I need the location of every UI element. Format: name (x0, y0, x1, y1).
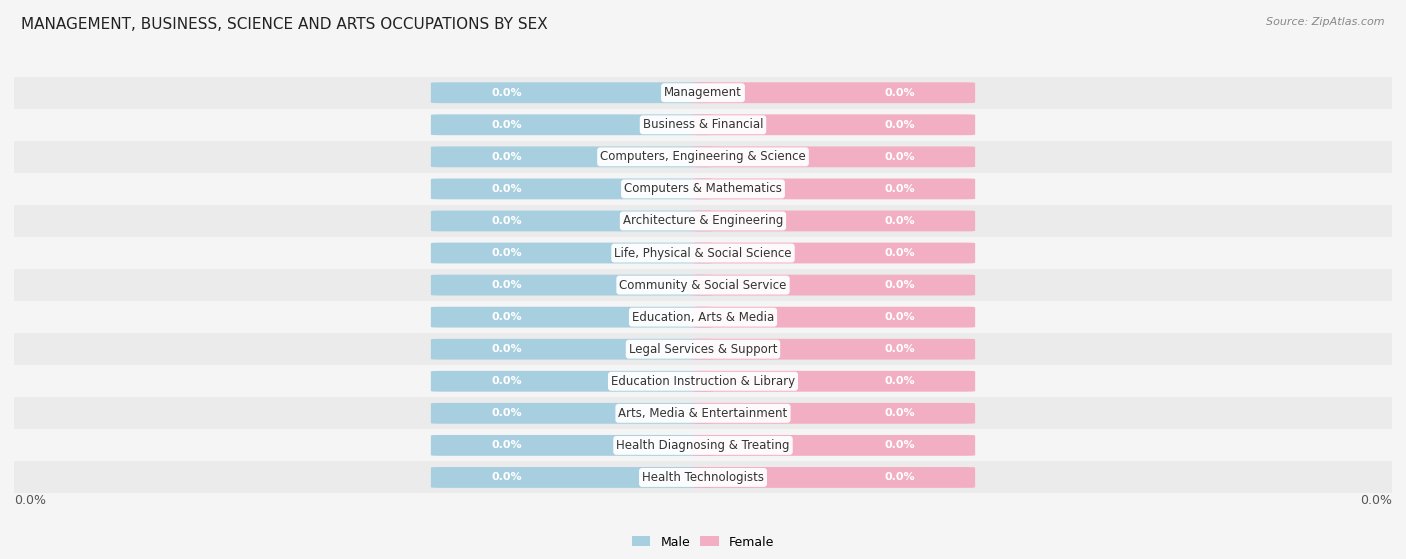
FancyBboxPatch shape (693, 211, 976, 231)
FancyBboxPatch shape (693, 115, 976, 135)
Text: 0.0%: 0.0% (884, 248, 915, 258)
Text: 0.0%: 0.0% (491, 344, 522, 354)
FancyBboxPatch shape (693, 178, 976, 200)
Text: 0.0%: 0.0% (884, 152, 915, 162)
FancyBboxPatch shape (430, 243, 713, 263)
Text: 0.0%: 0.0% (491, 152, 522, 162)
Text: Health Diagnosing & Treating: Health Diagnosing & Treating (616, 439, 790, 452)
Text: 0.0%: 0.0% (491, 408, 522, 418)
Bar (14, 237, 1392, 269)
Bar (14, 333, 1392, 365)
Text: 0.0%: 0.0% (884, 216, 915, 226)
FancyBboxPatch shape (693, 467, 976, 488)
Bar (14, 461, 1392, 494)
FancyBboxPatch shape (693, 339, 976, 359)
FancyBboxPatch shape (430, 339, 713, 359)
Text: 0.0%: 0.0% (491, 440, 522, 451)
Text: 0.0%: 0.0% (884, 184, 915, 194)
FancyBboxPatch shape (693, 146, 976, 167)
Text: 0.0%: 0.0% (491, 88, 522, 98)
Text: Legal Services & Support: Legal Services & Support (628, 343, 778, 356)
Bar (14, 365, 1392, 397)
Text: 0.0%: 0.0% (14, 494, 46, 507)
FancyBboxPatch shape (693, 435, 976, 456)
FancyBboxPatch shape (693, 371, 976, 392)
FancyBboxPatch shape (430, 435, 713, 456)
Text: Health Technologists: Health Technologists (643, 471, 763, 484)
FancyBboxPatch shape (693, 403, 976, 424)
Text: 0.0%: 0.0% (884, 280, 915, 290)
Legend: Male, Female: Male, Female (627, 530, 779, 553)
Text: Architecture & Engineering: Architecture & Engineering (623, 215, 783, 228)
Text: 0.0%: 0.0% (491, 120, 522, 130)
Text: Computers & Mathematics: Computers & Mathematics (624, 182, 782, 196)
Bar (14, 109, 1392, 141)
Text: 0.0%: 0.0% (491, 216, 522, 226)
Text: 0.0%: 0.0% (491, 472, 522, 482)
Text: 0.0%: 0.0% (491, 312, 522, 322)
Text: Community & Social Service: Community & Social Service (619, 278, 787, 292)
FancyBboxPatch shape (693, 274, 976, 296)
FancyBboxPatch shape (430, 467, 713, 488)
Text: 0.0%: 0.0% (491, 184, 522, 194)
Text: 0.0%: 0.0% (491, 248, 522, 258)
Text: MANAGEMENT, BUSINESS, SCIENCE AND ARTS OCCUPATIONS BY SEX: MANAGEMENT, BUSINESS, SCIENCE AND ARTS O… (21, 17, 548, 32)
FancyBboxPatch shape (430, 307, 713, 328)
Text: 0.0%: 0.0% (491, 376, 522, 386)
Bar (14, 269, 1392, 301)
FancyBboxPatch shape (430, 178, 713, 200)
FancyBboxPatch shape (430, 146, 713, 167)
Text: 0.0%: 0.0% (884, 344, 915, 354)
Text: 0.0%: 0.0% (1360, 494, 1392, 507)
Text: 0.0%: 0.0% (884, 408, 915, 418)
Text: 0.0%: 0.0% (884, 440, 915, 451)
Bar (14, 301, 1392, 333)
FancyBboxPatch shape (430, 211, 713, 231)
FancyBboxPatch shape (693, 243, 976, 263)
Text: 0.0%: 0.0% (884, 312, 915, 322)
Text: Education Instruction & Library: Education Instruction & Library (612, 375, 794, 388)
Text: Business & Financial: Business & Financial (643, 119, 763, 131)
FancyBboxPatch shape (693, 307, 976, 328)
FancyBboxPatch shape (430, 274, 713, 296)
Bar (14, 397, 1392, 429)
Bar (14, 173, 1392, 205)
Text: 0.0%: 0.0% (884, 472, 915, 482)
FancyBboxPatch shape (430, 82, 713, 103)
Bar (14, 141, 1392, 173)
Text: Education, Arts & Media: Education, Arts & Media (631, 311, 775, 324)
Text: Computers, Engineering & Science: Computers, Engineering & Science (600, 150, 806, 163)
FancyBboxPatch shape (430, 115, 713, 135)
Text: Management: Management (664, 86, 742, 100)
FancyBboxPatch shape (693, 82, 976, 103)
Text: 0.0%: 0.0% (884, 88, 915, 98)
Bar (14, 205, 1392, 237)
Bar (14, 429, 1392, 461)
FancyBboxPatch shape (430, 403, 713, 424)
FancyBboxPatch shape (430, 371, 713, 392)
Bar (14, 77, 1392, 109)
Text: Arts, Media & Entertainment: Arts, Media & Entertainment (619, 407, 787, 420)
Text: 0.0%: 0.0% (884, 120, 915, 130)
Text: 0.0%: 0.0% (491, 280, 522, 290)
Text: 0.0%: 0.0% (884, 376, 915, 386)
Text: Life, Physical & Social Science: Life, Physical & Social Science (614, 247, 792, 259)
Text: Source: ZipAtlas.com: Source: ZipAtlas.com (1267, 17, 1385, 27)
